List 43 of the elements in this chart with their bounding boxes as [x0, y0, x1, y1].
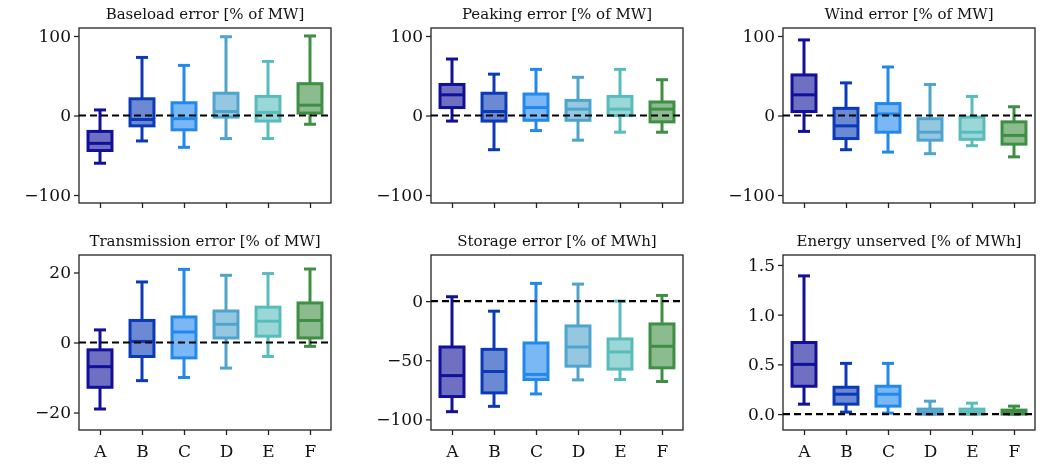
chart-title: Peaking error [% of MW] [461, 5, 653, 23]
y-tick-label: 100 [38, 25, 71, 46]
y-tick-label: 0 [412, 291, 423, 312]
x-tick-label: D [219, 440, 234, 461]
y-tick-label: 0.5 [747, 354, 775, 375]
x-tick-label: C [529, 440, 544, 461]
y-tick-label: −100 [24, 184, 71, 205]
y-tick-label: 1.0 [747, 304, 775, 325]
y-tick-label: −100 [728, 184, 775, 205]
y-tick-label: −20 [35, 402, 71, 423]
x-tick-label: C [881, 440, 896, 461]
chart-title: Baseload error [% of MW] [105, 5, 305, 23]
chart-title: Energy unserved [% of MWh] [796, 232, 1022, 250]
x-tick-label: B [488, 440, 501, 461]
y-tick-label: −50 [387, 350, 423, 371]
y-tick-label: 100 [390, 25, 423, 46]
y-tick-label: 0 [60, 332, 71, 353]
y-tick-label: 0 [412, 105, 423, 126]
chart-title: Wind error [% of MW] [824, 5, 994, 23]
x-tick-label: A [93, 440, 108, 461]
x-tick-label: F [656, 440, 669, 461]
x-tick-label: F [304, 440, 317, 461]
y-tick-label: 100 [742, 25, 775, 46]
y-tick-label: −100 [376, 184, 423, 205]
y-tick-label: 20 [49, 262, 71, 283]
x-tick-label: B [136, 440, 149, 461]
x-tick-label: E [966, 440, 979, 461]
y-tick-label: 1.5 [747, 254, 775, 275]
x-tick-label: D [571, 440, 586, 461]
x-tick-label: E [262, 440, 275, 461]
y-tick-label: −100 [376, 409, 423, 430]
y-tick-label: 0 [764, 105, 775, 126]
x-tick-label: E [614, 440, 627, 461]
x-tick-label: A [445, 440, 460, 461]
y-tick-label: 0 [60, 105, 71, 126]
chart-title: Storage error [% of MWh] [457, 232, 657, 250]
y-tick-label: 0.0 [747, 404, 775, 425]
chart-title: Transmission error [% of MW] [89, 232, 321, 250]
x-tick-label: F [1008, 440, 1021, 461]
x-tick-label: C [177, 440, 192, 461]
x-tick-label: B [840, 440, 853, 461]
x-tick-label: D [923, 440, 938, 461]
x-tick-label: A [797, 440, 812, 461]
